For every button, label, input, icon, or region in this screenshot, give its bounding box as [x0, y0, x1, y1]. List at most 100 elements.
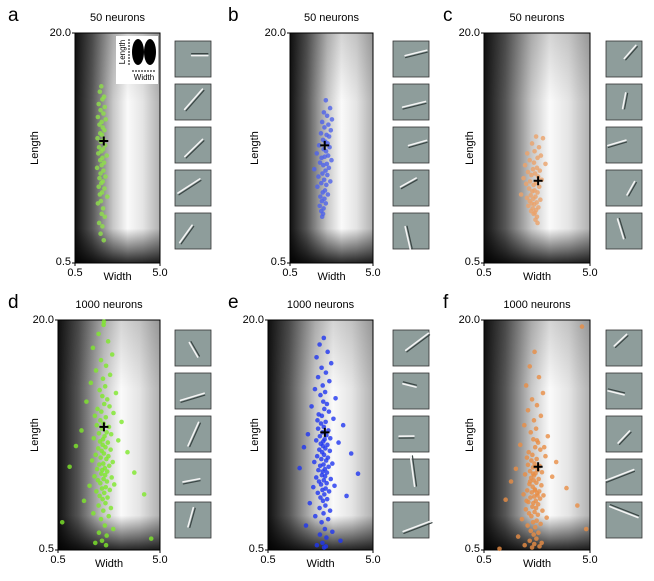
- data-point: [98, 158, 103, 163]
- data-point: [535, 221, 540, 226]
- data-point: [95, 166, 100, 171]
- data-point: [322, 453, 327, 458]
- data-point: [564, 486, 569, 491]
- data-point: [98, 171, 103, 176]
- data-point: [526, 463, 531, 468]
- data-point: [531, 532, 536, 537]
- data-point: [522, 543, 527, 548]
- data-point: [316, 426, 321, 431]
- data-point: [97, 431, 102, 436]
- data-point: [537, 168, 542, 173]
- data-point: [321, 499, 326, 504]
- data-point: [322, 492, 327, 497]
- data-point: [105, 479, 110, 484]
- data-point: [96, 184, 101, 189]
- data-point: [319, 482, 324, 487]
- data-point: [321, 163, 326, 168]
- filter-thumbnail: [175, 170, 211, 206]
- inset-ellipse: [132, 39, 144, 65]
- x-axis-label: Width: [306, 558, 334, 570]
- data-point: [100, 538, 105, 543]
- data-point: [509, 479, 514, 484]
- data-point: [523, 163, 528, 168]
- data-point: [96, 503, 101, 508]
- data-point: [538, 522, 543, 527]
- data-point: [315, 543, 320, 548]
- y-tick-label: 20.0: [459, 314, 480, 326]
- data-point: [96, 201, 101, 206]
- data-point: [542, 445, 547, 450]
- x-axis-label: Width: [523, 558, 551, 570]
- data-point: [327, 409, 332, 414]
- data-point: [321, 511, 326, 516]
- data-point: [518, 443, 523, 448]
- data-point: [96, 115, 101, 120]
- data-point: [316, 468, 321, 473]
- data-point: [320, 488, 325, 493]
- data-point: [323, 390, 328, 395]
- panel-letter: b: [228, 5, 239, 26]
- data-point: [307, 501, 312, 506]
- x-tick-label: 0.5: [282, 267, 297, 279]
- data-point: [533, 445, 538, 450]
- data-point: [116, 438, 121, 443]
- data-point: [541, 391, 546, 396]
- data-point: [323, 420, 328, 425]
- data-point: [100, 224, 105, 229]
- data-point: [554, 460, 559, 465]
- data-point: [98, 231, 103, 236]
- data-point: [99, 358, 104, 363]
- data-point: [100, 394, 105, 399]
- filter-thumbnail: [175, 127, 211, 163]
- data-point: [105, 495, 110, 500]
- data-point: [314, 151, 319, 156]
- data-point: [528, 179, 533, 184]
- y-tick-label: 20.0: [50, 27, 71, 39]
- data-point: [319, 156, 324, 161]
- y-tick-label: 0.5: [56, 256, 71, 268]
- data-point: [316, 375, 321, 380]
- data-point: [336, 440, 341, 445]
- data-point: [530, 453, 535, 458]
- data-point: [349, 451, 354, 456]
- data-point: [322, 407, 327, 412]
- data-point: [323, 527, 328, 532]
- data-point: [90, 458, 95, 463]
- data-point: [330, 461, 335, 466]
- x-tick-label: 5.0: [365, 554, 380, 566]
- y-tick-label: 20.0: [265, 27, 286, 39]
- data-point: [324, 98, 329, 103]
- inset-ellipse: [144, 39, 156, 65]
- data-point: [532, 202, 537, 207]
- data-point: [531, 520, 536, 525]
- data-point: [584, 527, 589, 532]
- data-point: [97, 145, 102, 150]
- data-point: [524, 507, 529, 512]
- data-point: [314, 355, 319, 360]
- data-point: [319, 181, 324, 186]
- data-point: [320, 541, 325, 546]
- data-point: [324, 481, 329, 486]
- data-point: [531, 183, 536, 188]
- data-point: [102, 128, 107, 133]
- data-point: [534, 536, 539, 541]
- data-point: [324, 458, 329, 463]
- filter-thumbnail: [393, 170, 429, 206]
- data-point: [87, 484, 92, 489]
- data-point: [526, 408, 531, 413]
- data-point: [519, 192, 524, 197]
- data-point: [526, 450, 531, 455]
- data-point: [99, 517, 104, 522]
- data-point: [97, 388, 102, 393]
- data-point: [315, 418, 320, 423]
- data-point: [534, 506, 539, 511]
- data-point: [531, 471, 536, 476]
- data-point: [322, 545, 327, 550]
- data-point: [103, 415, 108, 420]
- data-point: [516, 534, 521, 539]
- data-point: [98, 89, 103, 94]
- data-point: [101, 238, 106, 243]
